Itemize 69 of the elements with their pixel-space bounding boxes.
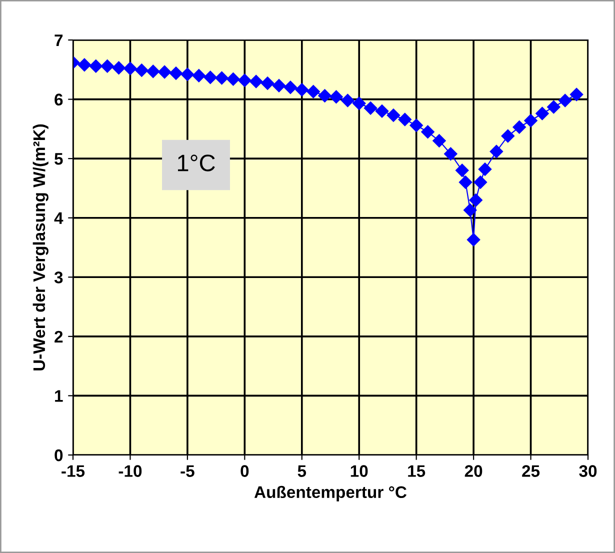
point [158,65,172,79]
y-tick-label: 0 [54,449,63,462]
y-tick-label: 4 [54,212,64,224]
point [558,94,572,108]
point [341,94,354,108]
point [330,90,343,104]
point [478,162,492,176]
point [512,120,526,134]
point [238,74,252,87]
point [386,108,400,122]
y-tick-label: 2 [54,330,63,342]
y-tick-label: 7 [54,34,63,46]
point [375,104,389,118]
point [250,74,263,88]
point [432,134,446,148]
point [464,204,477,217]
point [135,64,148,77]
x-tick-label: -15 [62,465,85,477]
x-axis-title: Außentempertur °C [254,486,407,502]
x-tick-label: 0 [240,465,249,477]
x-tick-label: -5 [180,465,194,477]
point [458,176,472,189]
point [524,114,538,128]
point [124,62,137,76]
point [112,61,126,74]
point [456,164,469,178]
x-tick-label: 30 [579,465,597,477]
point [89,60,102,73]
y-tick-label: 3 [54,272,63,284]
point [398,112,412,126]
point [490,144,504,158]
point [570,88,584,102]
x-tick-label: 5 [298,465,306,477]
point [215,71,228,85]
x-tick-label: 15 [408,465,426,477]
point [444,147,458,160]
point [501,129,514,143]
point [192,68,206,82]
point [466,233,480,246]
point [352,96,366,110]
point [410,118,423,132]
point [272,79,286,92]
point [204,70,217,84]
point [146,64,160,78]
point [100,60,114,73]
y-tick-label: 6 [54,94,63,106]
point [260,76,274,90]
y-axis-title: U-Wert der Verglasung W/(m²K) [32,124,48,370]
point [421,125,434,138]
point [180,68,194,81]
x-tick-label: -10 [118,465,142,477]
y-tick-label: 1 [55,390,63,402]
x-tick-label: 25 [522,465,540,477]
point [78,58,92,72]
annotation: 1°C [178,154,215,172]
point [536,106,549,120]
point [474,176,488,189]
x-tick-label: 20 [464,465,482,477]
point [226,72,240,86]
point [306,84,320,98]
point [469,193,482,207]
point [295,83,308,96]
point [169,66,183,80]
x-tick-label: 10 [350,465,368,477]
point [547,100,560,114]
point [318,89,332,102]
point [284,80,298,94]
point [364,102,378,115]
y-tick-label: 5 [54,153,63,165]
